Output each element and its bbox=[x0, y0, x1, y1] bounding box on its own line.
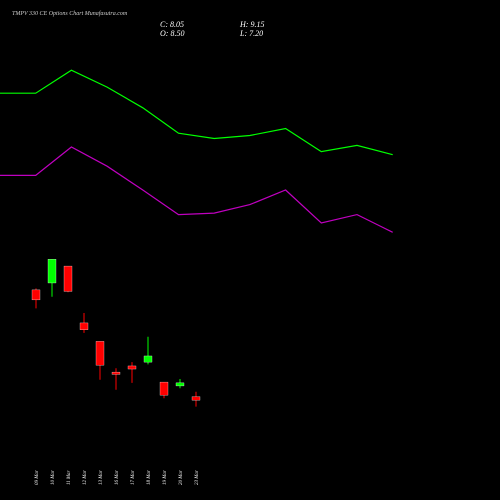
candle-body bbox=[143, 355, 153, 363]
candle-body bbox=[95, 341, 105, 366]
candle-body bbox=[63, 265, 73, 292]
stat-close: C: 8.05 bbox=[160, 20, 184, 29]
x-tick-label: 16 Mar bbox=[115, 470, 120, 485]
candle-body bbox=[159, 381, 169, 396]
x-tick-label: 19 Mar bbox=[163, 470, 168, 485]
x-tick-label: 23 Mar bbox=[195, 470, 200, 485]
stat-high: H: 9.15 bbox=[239, 20, 264, 29]
candle-body bbox=[47, 259, 57, 284]
x-tick-label: 20 Mar bbox=[179, 470, 184, 485]
stat-low: L: 7.20 bbox=[239, 29, 263, 38]
chart-title: TMPV 330 CE Options Chart Munafasutra.co… bbox=[12, 10, 128, 17]
x-tick-label: 18 Mar bbox=[147, 470, 152, 485]
line bbox=[0, 146, 393, 233]
x-tick-label: 17 Mar bbox=[131, 470, 136, 485]
x-tick-label: 10 Mar bbox=[51, 470, 56, 485]
candle-body bbox=[31, 289, 41, 301]
candle-body bbox=[79, 322, 89, 330]
candle-body bbox=[191, 396, 201, 401]
x-tick-label: 13 Mar bbox=[99, 470, 104, 485]
stat-open: O: 8.50 bbox=[160, 29, 184, 38]
x-tick-label: 12 Mar bbox=[83, 470, 88, 485]
candle-body bbox=[111, 371, 121, 375]
x-tick-label: 09 Mar bbox=[35, 470, 40, 485]
line bbox=[0, 69, 393, 156]
candle-body bbox=[127, 365, 137, 370]
candle-body bbox=[175, 382, 185, 387]
x-tick-label: 11 Mar bbox=[67, 470, 72, 485]
